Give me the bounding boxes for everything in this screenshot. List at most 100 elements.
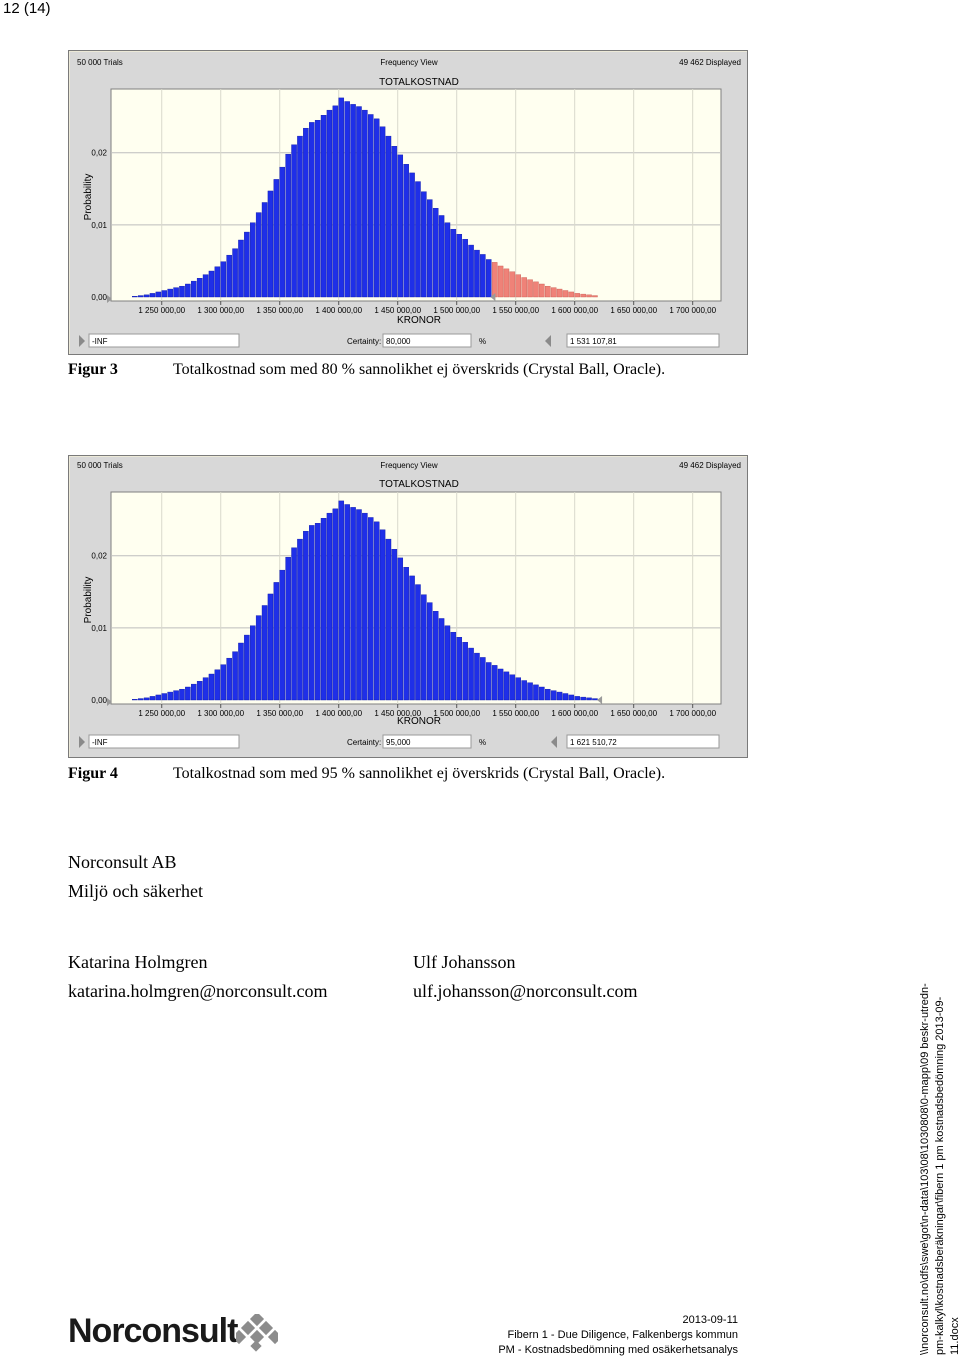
histogram-bar: [427, 602, 433, 701]
contact-email[interactable]: ulf.johansson@norconsult.com: [413, 981, 638, 1001]
histogram-bar: [568, 291, 575, 298]
certainty-label: Certainty:: [347, 337, 381, 346]
page-footer: 2013-09-11 Fibern 1 - Due Diligence, Fal…: [498, 1313, 738, 1358]
x-tick-label: 1 350 000,00: [256, 306, 303, 315]
contact-email[interactable]: katarina.holmgren@norconsult.com: [68, 981, 328, 1001]
certainty-field[interactable]: [382, 333, 472, 348]
histogram-bar: [391, 146, 398, 298]
histogram-bar: [456, 234, 463, 298]
left-grabber-icon[interactable]: [79, 335, 85, 347]
histogram-bar: [497, 668, 504, 701]
histogram-bar: [468, 647, 474, 701]
histogram-bar: [356, 509, 362, 701]
histogram-bar: [185, 283, 191, 298]
histogram-bar: [456, 637, 463, 701]
histogram-bar: [232, 651, 238, 701]
histogram-bar: [320, 518, 327, 701]
histogram-bar: [503, 671, 510, 701]
histogram-bar: [462, 239, 468, 298]
histogram-bar: [179, 285, 185, 298]
histogram-bar: [527, 682, 533, 701]
histogram-bar: [403, 567, 409, 701]
right-grabber-icon[interactable]: [545, 335, 551, 347]
right-grabber-icon[interactable]: [551, 736, 557, 748]
histogram-bar: [533, 684, 539, 701]
histogram-bar: [397, 557, 404, 701]
footer-date: 2013-09-11: [682, 1314, 738, 1326]
lower-bound-field[interactable]: [88, 734, 240, 749]
histogram-bar: [285, 556, 291, 701]
trials-label: 50 000 Trials: [77, 461, 123, 470]
histogram-bar: [562, 693, 569, 701]
x-tick-label: 1 650 000,00: [610, 709, 657, 718]
histogram-bar: [291, 547, 297, 701]
histogram-bar: [267, 593, 274, 701]
histogram-bar: [279, 569, 286, 701]
certainty-field[interactable]: [382, 734, 472, 749]
histogram-bar: [497, 265, 504, 298]
histogram-bar: [556, 691, 563, 701]
contact-name: Katarina Holmgren: [68, 952, 208, 972]
contact-block: Ulf Johansson ulf.johansson@norconsult.c…: [413, 948, 638, 1006]
left-marker-icon[interactable]: [107, 295, 112, 303]
histogram-bar: [379, 126, 386, 298]
y-tick-label: 0,01: [91, 221, 107, 230]
left-marker-icon[interactable]: [107, 698, 112, 706]
histogram-bar: [397, 154, 404, 298]
upper-bound-field[interactable]: [566, 734, 720, 749]
page-number: 12 (14): [3, 0, 51, 17]
x-tick-label: 1 700 000,00: [669, 709, 716, 718]
histogram-bar: [191, 683, 197, 701]
document-filepath: \\norconsult.no\dfs\swe\got\n-data\103\0…: [919, 983, 960, 1355]
forecast-chart: 50 000 Trials Frequency View 49 462 Disp…: [70, 457, 747, 757]
y-axis-label: Probability: [83, 577, 94, 624]
histogram-bar: [208, 673, 215, 701]
histogram-bar: [303, 530, 309, 701]
histogram-bar: [332, 508, 339, 701]
histogram-bar: [143, 294, 150, 298]
x-tick-label: 1 300 000,00: [197, 709, 244, 718]
x-tick-label: 1 450 000,00: [374, 709, 421, 718]
contact-block: Katarina Holmgren katarina.holmgren@norc…: [68, 948, 328, 1006]
histogram-bar: [250, 625, 256, 701]
histogram-bar: [491, 262, 498, 298]
histogram-bar: [214, 669, 221, 701]
histogram-bar: [521, 680, 527, 701]
histogram-bar: [326, 109, 333, 298]
upper-bound-field[interactable]: [566, 333, 720, 348]
histogram-bar: [297, 538, 303, 701]
histogram-bar: [491, 665, 498, 701]
lower-bound-field[interactable]: [88, 333, 240, 348]
displayed-label: 49 462 Displayed: [679, 58, 741, 67]
upper-bound-value: 1 621 510,72: [570, 738, 617, 747]
histogram-bar: [196, 278, 203, 298]
histogram-bar: [173, 287, 179, 298]
histogram-bar: [580, 696, 586, 701]
right-marker-icon[interactable]: [597, 696, 603, 704]
right-marker-icon[interactable]: [490, 293, 496, 301]
displayed-label: 49 462 Displayed: [679, 461, 741, 470]
x-tick-label: 1 550 000,00: [492, 709, 539, 718]
histogram-bar: [421, 191, 427, 298]
crystal-ball-window-figur-3: 50 000 Trials Frequency View 49 462 Disp…: [68, 50, 748, 355]
histogram-bar: [149, 696, 156, 701]
histogram-bar: [415, 584, 421, 701]
histogram-bar: [238, 642, 244, 701]
histogram-bar: [167, 288, 173, 298]
histogram-bar: [545, 285, 551, 298]
histogram-bar: [350, 507, 356, 701]
histogram-bar: [314, 120, 321, 298]
histogram-bar: [480, 657, 486, 701]
histogram-bar: [509, 271, 516, 298]
histogram-bar: [179, 688, 185, 701]
x-tick-label: 1 600 000,00: [551, 306, 598, 315]
percent-sign: %: [479, 738, 486, 747]
caption-text: Totalkostnad som med 95 % sannolikhet ej…: [173, 765, 666, 782]
histogram-bar: [586, 294, 592, 298]
forecast-chart: 50 000 Trials Frequency View 49 462 Disp…: [70, 52, 747, 354]
left-grabber-icon[interactable]: [79, 736, 85, 748]
histogram-bar: [214, 266, 221, 298]
histogram-bar: [438, 618, 445, 701]
percent-sign: %: [479, 337, 486, 346]
x-tick-label: 1 250 000,00: [138, 709, 185, 718]
